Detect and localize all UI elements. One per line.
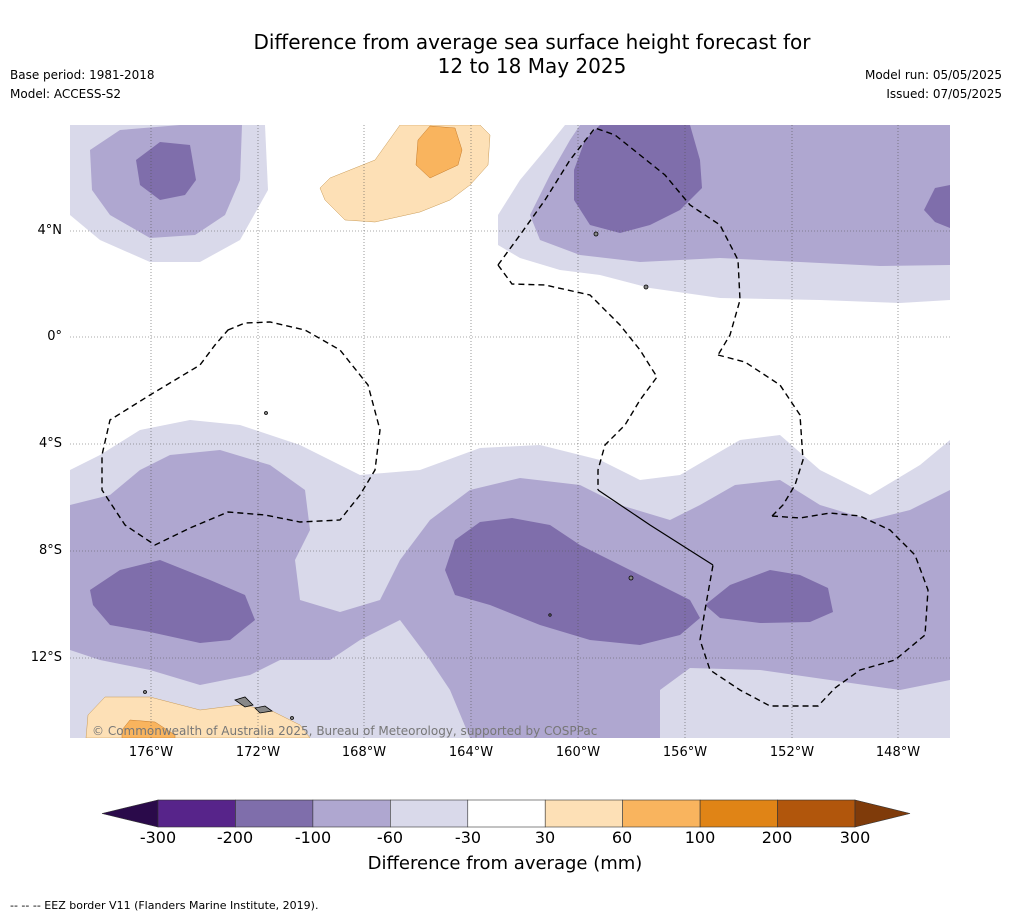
meta-right: Model run: 05/05/2025 Issued: 07/05/2025 bbox=[865, 66, 1002, 104]
colorbar-tick: 30 bbox=[534, 828, 556, 847]
maritime-boundary bbox=[597, 489, 714, 566]
model-name: Model: ACCESS-S2 bbox=[10, 87, 122, 101]
lon-tick: 156°W bbox=[662, 745, 708, 760]
colorbar-tick: 200 bbox=[761, 828, 793, 847]
lon-tick: 172°W bbox=[235, 745, 281, 760]
meta-left: Base period: 1981-2018 Model: ACCESS-S2 bbox=[10, 66, 155, 104]
lon-tick: 164°W bbox=[448, 745, 494, 760]
contour-pos60-south bbox=[121, 719, 176, 738]
colorbar-tick: -60 bbox=[376, 828, 404, 847]
colorbar-swatch bbox=[777, 799, 856, 828]
model-run: Model run: 05/05/2025 bbox=[864, 68, 1002, 82]
colorbar-arrow-min bbox=[101, 799, 159, 828]
colorbar-swatch bbox=[622, 799, 701, 828]
colorbar-tick: 100 bbox=[684, 828, 716, 847]
lon-tick: 152°W bbox=[769, 745, 815, 760]
colorbar-swatch bbox=[157, 799, 236, 828]
colorbar-tick: 60 bbox=[611, 828, 633, 847]
contour-neg100-d bbox=[90, 560, 255, 643]
islands bbox=[143, 231, 649, 720]
contour-neg100-b bbox=[574, 125, 702, 233]
colorbar-swatch bbox=[699, 799, 778, 828]
colorbar-swatch bbox=[235, 799, 314, 828]
colorbar-label: Difference from average (mm) bbox=[367, 853, 643, 874]
lon-tick: 168°W bbox=[341, 745, 387, 760]
title-line-1: Difference from average sea surface heig… bbox=[253, 30, 811, 54]
contour-pos30-north bbox=[319, 125, 491, 223]
contour-pos60-north bbox=[415, 125, 463, 179]
contour-neg100-e bbox=[445, 518, 700, 645]
colorbar-tick: -100 bbox=[294, 828, 332, 847]
issued-date: Issued: 07/05/2025 bbox=[886, 87, 1002, 101]
lon-tick: 160°W bbox=[555, 745, 601, 760]
title-line-2: 12 to 18 May 2025 bbox=[437, 54, 627, 78]
contour-neg100-f bbox=[705, 570, 833, 623]
base-period: Base period: 1981-2018 bbox=[10, 68, 155, 82]
colorbar-swatch bbox=[390, 799, 469, 828]
lat-tick: 12°S bbox=[30, 650, 62, 665]
lat-tick: 4°N bbox=[37, 223, 63, 238]
contour-neg100-c bbox=[924, 185, 950, 228]
colorbar-tick: 300 bbox=[839, 828, 871, 847]
eez-borders bbox=[101, 127, 929, 707]
colorbar-tick: -30 bbox=[454, 828, 482, 847]
colorbar-arrow-max bbox=[854, 799, 911, 828]
colorbar-tick: -200 bbox=[216, 828, 254, 847]
lon-tick: 176°W bbox=[128, 745, 174, 760]
lat-tick: 4°S bbox=[38, 436, 62, 451]
colorbar-tick: -300 bbox=[139, 828, 177, 847]
colorbar-swatch bbox=[467, 799, 546, 828]
colorbar bbox=[101, 799, 911, 828]
anomaly-field bbox=[70, 125, 950, 738]
colorbar-swatch bbox=[312, 799, 391, 828]
colorbar-swatch bbox=[544, 799, 623, 828]
eez-footnote: -- -- -- EEZ border V11 (Flanders Marine… bbox=[10, 899, 319, 912]
lon-tick: 148°W bbox=[875, 745, 921, 760]
map-title: Difference from average sea surface heig… bbox=[0, 30, 1011, 78]
lat-tick: 8°S bbox=[38, 543, 62, 558]
graticule bbox=[70, 125, 950, 738]
copyright-notice: © Commonwealth of Australia 2025, Bureau… bbox=[92, 724, 598, 738]
lat-tick: 0° bbox=[47, 329, 62, 344]
